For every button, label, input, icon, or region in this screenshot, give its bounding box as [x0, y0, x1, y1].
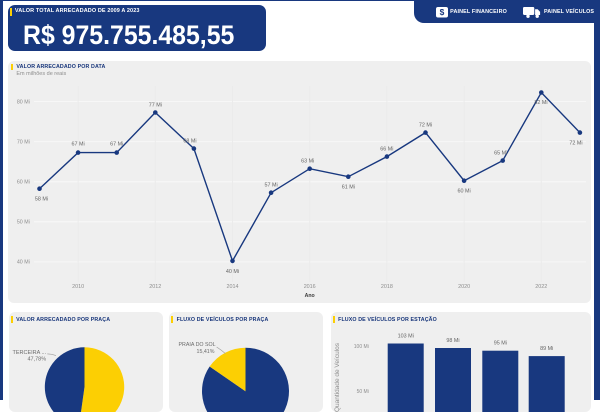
svg-text:57 Mi: 57 Mi — [265, 183, 278, 189]
svg-text:67 Mi: 67 Mi — [72, 142, 85, 148]
svg-text:67 Mi: 67 Mi — [110, 142, 123, 148]
svg-text:72 Mi: 72 Mi — [419, 123, 432, 129]
svg-text:Quantidade de Veículos: Quantidade de Veículos — [334, 342, 341, 412]
svg-text:89 Mi: 89 Mi — [540, 346, 553, 352]
svg-text:PRAIA DO SOL: PRAIA DO SOL — [179, 342, 216, 348]
svg-text:50 Mi: 50 Mi — [356, 389, 368, 395]
svg-text:60 Mi: 60 Mi — [17, 180, 30, 186]
svg-text:66 Mi: 66 Mi — [380, 147, 393, 153]
svg-text:98 Mi: 98 Mi — [446, 338, 459, 344]
svg-text:61 Mi: 61 Mi — [342, 185, 355, 191]
svg-text:40 Mi: 40 Mi — [226, 269, 239, 275]
svg-text:TERCEIRA ...: TERCEIRA ... — [12, 350, 46, 356]
svg-text:72 Mi: 72 Mi — [569, 141, 582, 147]
svg-text:68 Mi: 68 Mi — [183, 139, 196, 145]
svg-text:60 Mi: 60 Mi — [458, 189, 471, 195]
svg-text:80 Mi: 80 Mi — [17, 99, 30, 105]
svg-text:50 Mi: 50 Mi — [17, 220, 30, 226]
svg-text:70 Mi: 70 Mi — [17, 139, 30, 145]
svg-text:Ano: Ano — [305, 293, 315, 299]
svg-text:2020: 2020 — [458, 284, 470, 290]
svg-text:$: $ — [439, 7, 444, 17]
svg-text:40 Mi: 40 Mi — [17, 260, 30, 266]
svg-text:77 Mi: 77 Mi — [149, 103, 162, 109]
svg-text:2010: 2010 — [72, 284, 84, 290]
svg-text:2022: 2022 — [535, 284, 547, 290]
svg-text:15,41%: 15,41% — [197, 349, 215, 355]
svg-text:103 Mi: 103 Mi — [397, 333, 413, 339]
svg-text:100 Mi: 100 Mi — [353, 344, 368, 350]
svg-text:95 Mi: 95 Mi — [493, 341, 506, 347]
svg-text:65 Mi: 65 Mi — [494, 151, 507, 157]
svg-text:2018: 2018 — [381, 284, 393, 290]
svg-text:2012: 2012 — [149, 284, 161, 290]
svg-text:63 Mi: 63 Mi — [301, 159, 314, 165]
svg-text:2016: 2016 — [304, 284, 316, 290]
svg-text:58 Mi: 58 Mi — [35, 197, 48, 203]
svg-text:47,78%: 47,78% — [27, 356, 46, 362]
svg-text:82 Mi: 82 Mi — [534, 100, 547, 106]
svg-text:2014: 2014 — [227, 284, 239, 290]
